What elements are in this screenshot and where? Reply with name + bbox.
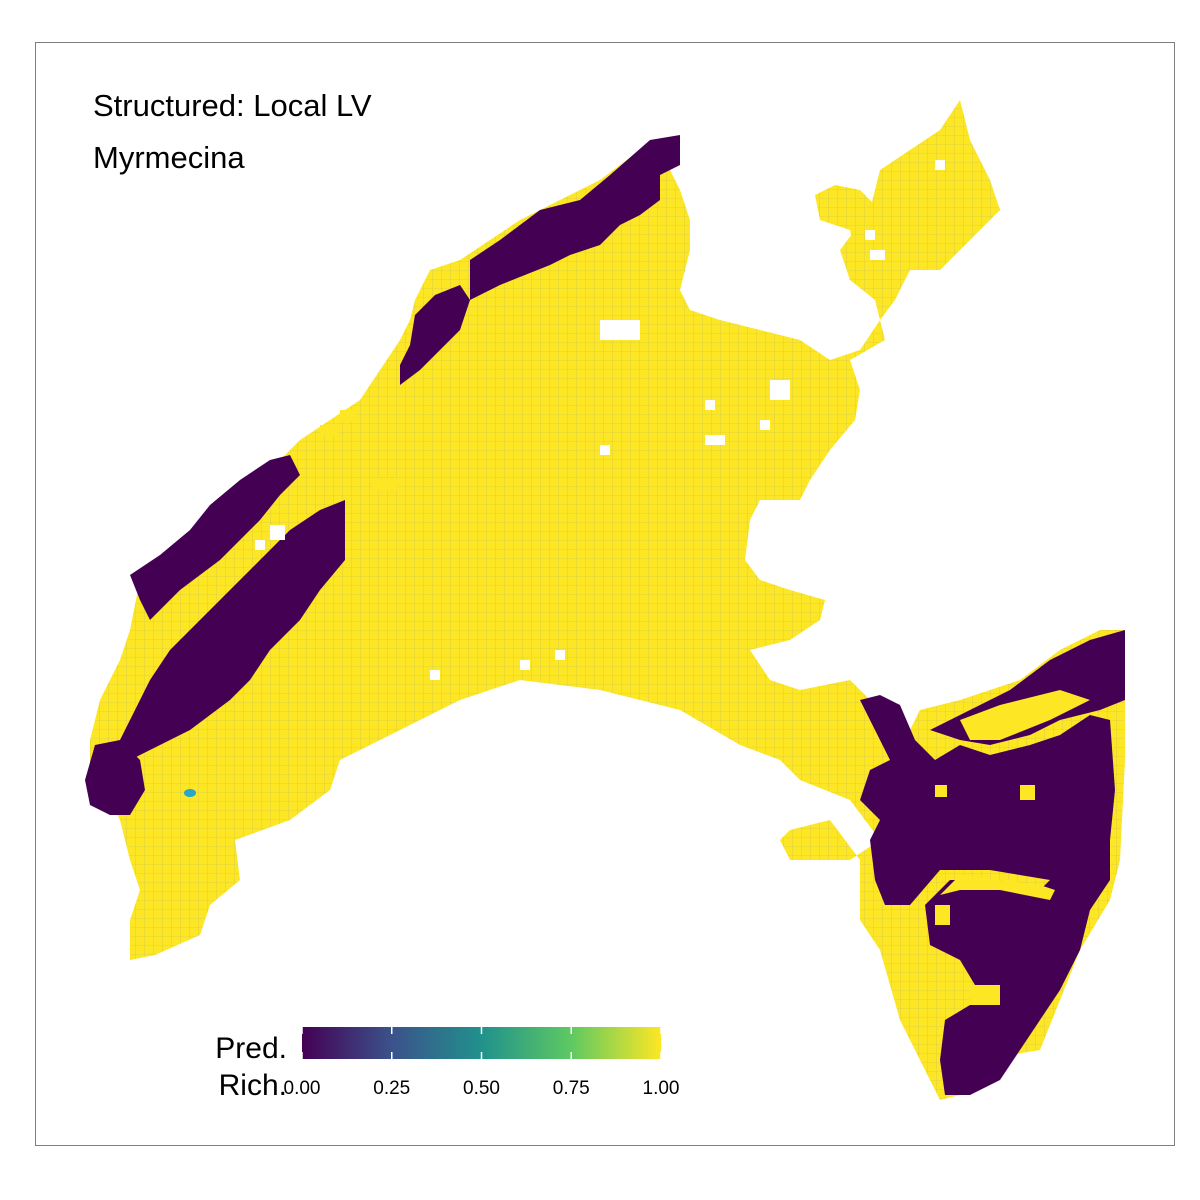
legend-tick-3: 0.75 [552,1078,590,1099]
legend-tick-1: 0.25 [373,1078,411,1099]
low-patch-southeast-1 [860,695,1115,1095]
legend-title-line2: Rich. [218,1069,287,1102]
legend-tick-2: 0.50 [463,1078,500,1099]
observation-point [184,789,196,797]
legend-title-line1: Pred. [215,1032,287,1065]
legend-colorbar [301,1027,662,1059]
colorbar-ticks [301,1027,662,1059]
plot-subtitle-species: Myrmecina [93,140,245,175]
high-richness-streaks [320,410,1090,1005]
low-patch-west-ridge [130,455,300,620]
legend-tick-0: 0.00 [283,1078,321,1099]
legend-title: Pred. Rich. [195,1030,287,1104]
low-patch-southwest [85,740,145,815]
missing-cells [255,160,945,680]
low-patch-west-long [120,500,345,760]
low-patch-north-ridge-2 [400,285,470,385]
plot-title: Structured: Local LV [93,88,372,123]
low-richness-patches [85,135,1125,1095]
low-patch-north-ridge [470,135,680,300]
legend-tick-4: 1.00 [642,1078,680,1099]
